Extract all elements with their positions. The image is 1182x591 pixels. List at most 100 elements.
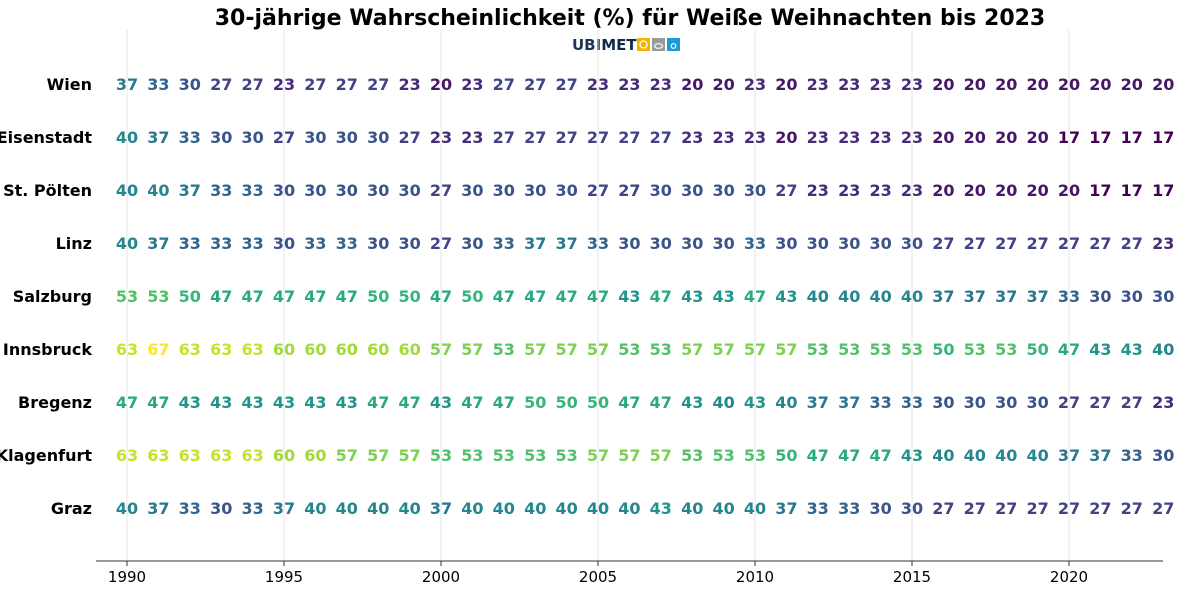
value-label: 33 bbox=[807, 499, 829, 518]
value-label: 37 bbox=[995, 287, 1017, 306]
value-label: 33 bbox=[1058, 287, 1080, 306]
value-label: 30 bbox=[336, 128, 358, 147]
value-label: 30 bbox=[367, 128, 389, 147]
value-label: 47 bbox=[650, 393, 672, 412]
value-label: 50 bbox=[587, 393, 609, 412]
value-label: 37 bbox=[430, 499, 452, 518]
value-label: 37 bbox=[1089, 446, 1111, 465]
chart-title: 30-jährige Wahrscheinlichkeit (%) für We… bbox=[215, 6, 1046, 31]
value-label: 53 bbox=[712, 446, 734, 465]
value-label: 37 bbox=[807, 393, 829, 412]
value-label: 60 bbox=[398, 340, 420, 359]
value-label: 20 bbox=[995, 75, 1017, 94]
value-label: 53 bbox=[744, 446, 766, 465]
value-label: 60 bbox=[367, 340, 389, 359]
value-label: 20 bbox=[1026, 75, 1048, 94]
value-label: 30 bbox=[304, 128, 326, 147]
value-label: 40 bbox=[1026, 446, 1048, 465]
value-label: 37 bbox=[555, 234, 577, 253]
value-label: 30 bbox=[964, 393, 986, 412]
value-label: 30 bbox=[210, 499, 232, 518]
value-label: 30 bbox=[901, 499, 923, 518]
value-label: 53 bbox=[869, 340, 891, 359]
value-label: 23 bbox=[869, 75, 891, 94]
row-label: Bregenz bbox=[18, 393, 92, 412]
x-tick-label: 2015 bbox=[893, 568, 931, 586]
value-label: 20 bbox=[932, 181, 954, 200]
value-label: 17 bbox=[1089, 181, 1111, 200]
value-label: 27 bbox=[587, 181, 609, 200]
value-label: 20 bbox=[712, 75, 734, 94]
value-label: 33 bbox=[838, 499, 860, 518]
value-label: 20 bbox=[964, 75, 986, 94]
value-label: 47 bbox=[493, 287, 515, 306]
value-label: 27 bbox=[587, 128, 609, 147]
value-label: 57 bbox=[524, 340, 546, 359]
value-label: 57 bbox=[461, 340, 483, 359]
value-label: 50 bbox=[1026, 340, 1048, 359]
value-label: 37 bbox=[524, 234, 546, 253]
value-label: 63 bbox=[179, 340, 201, 359]
value-label: 47 bbox=[869, 446, 891, 465]
value-label: 40 bbox=[775, 393, 797, 412]
value-label: 23 bbox=[807, 75, 829, 94]
value-label: 30 bbox=[273, 234, 295, 253]
x-tick-label: 1995 bbox=[265, 568, 303, 586]
value-label: 63 bbox=[210, 446, 232, 465]
value-label: 37 bbox=[838, 393, 860, 412]
value-label: 27 bbox=[964, 499, 986, 518]
x-tick-label: 2000 bbox=[422, 568, 460, 586]
x-tick-label: 2005 bbox=[579, 568, 617, 586]
value-label: 23 bbox=[744, 128, 766, 147]
value-label: 33 bbox=[179, 499, 201, 518]
value-label: 27 bbox=[1089, 393, 1111, 412]
value-label: 27 bbox=[1121, 393, 1143, 412]
value-label: 57 bbox=[587, 446, 609, 465]
value-label: 23 bbox=[901, 75, 923, 94]
value-label: 57 bbox=[618, 446, 640, 465]
value-label: 17 bbox=[1152, 181, 1174, 200]
value-label: 27 bbox=[493, 128, 515, 147]
value-label: 30 bbox=[461, 234, 483, 253]
value-label: 27 bbox=[618, 181, 640, 200]
value-label: 30 bbox=[1026, 393, 1048, 412]
value-label: 23 bbox=[461, 75, 483, 94]
value-label: 23 bbox=[461, 128, 483, 147]
value-label: 27 bbox=[995, 234, 1017, 253]
value-label: 50 bbox=[524, 393, 546, 412]
value-label: 43 bbox=[681, 287, 703, 306]
value-label: 40 bbox=[681, 499, 703, 518]
value-label: 43 bbox=[1121, 340, 1143, 359]
value-label: 30 bbox=[744, 181, 766, 200]
value-label: 33 bbox=[304, 234, 326, 253]
value-label: 53 bbox=[555, 446, 577, 465]
value-label: 23 bbox=[430, 128, 452, 147]
value-label: 30 bbox=[398, 234, 420, 253]
value-label: 30 bbox=[461, 181, 483, 200]
value-label: 47 bbox=[618, 393, 640, 412]
value-label: 57 bbox=[650, 446, 672, 465]
value-label: 33 bbox=[869, 393, 891, 412]
value-label: 23 bbox=[650, 75, 672, 94]
value-label: 60 bbox=[304, 340, 326, 359]
value-label: 20 bbox=[430, 75, 452, 94]
value-label: 53 bbox=[493, 340, 515, 359]
value-label: 30 bbox=[932, 393, 954, 412]
value-label: 47 bbox=[398, 393, 420, 412]
value-label: 20 bbox=[964, 181, 986, 200]
value-label: 30 bbox=[398, 181, 420, 200]
value-label: 23 bbox=[273, 75, 295, 94]
value-label: 27 bbox=[1089, 234, 1111, 253]
value-label: 30 bbox=[273, 181, 295, 200]
value-label: 20 bbox=[1026, 181, 1048, 200]
value-label: 30 bbox=[650, 181, 672, 200]
value-label: 43 bbox=[304, 393, 326, 412]
value-label: 40 bbox=[964, 446, 986, 465]
value-label: 23 bbox=[681, 128, 703, 147]
value-label: 53 bbox=[461, 446, 483, 465]
value-label: 27 bbox=[555, 128, 577, 147]
value-label: 50 bbox=[179, 287, 201, 306]
row-label: St. Pölten bbox=[3, 181, 92, 200]
value-label: 43 bbox=[241, 393, 263, 412]
value-label: 40 bbox=[618, 499, 640, 518]
